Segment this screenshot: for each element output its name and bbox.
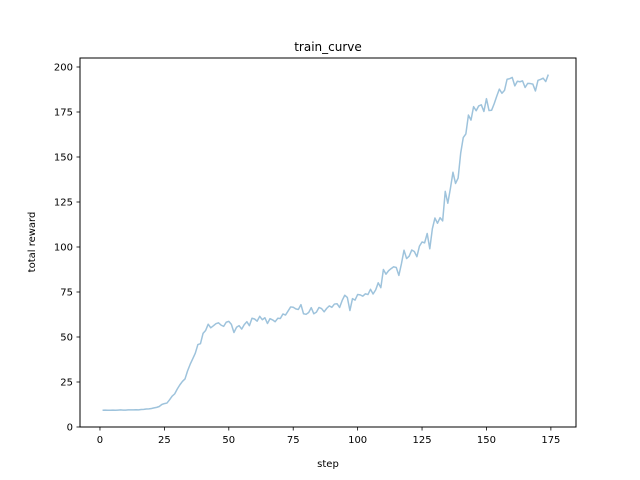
y-tick-label: 175	[54, 108, 73, 119]
x-tick-label: 25	[158, 435, 171, 446]
plot-area	[102, 74, 550, 412]
x-tick-label: 75	[287, 435, 300, 446]
y-tick-label: 25	[60, 378, 73, 389]
x-tick-label: 0	[97, 435, 103, 446]
y-axis: 0 25 50 75 100 125 150 175 200	[54, 63, 80, 434]
y-tick-label: 0	[67, 423, 73, 434]
x-tick-label: 50	[222, 435, 235, 446]
x-axis-label: step	[317, 459, 339, 470]
y-tick-label: 100	[54, 243, 73, 254]
x-axis: 0 25 50 75 100 125 150 175	[97, 427, 560, 446]
y-tick-label: 125	[54, 198, 73, 209]
x-tick-label: 175	[541, 435, 560, 446]
x-tick-label: 100	[348, 435, 367, 446]
y-axis-label: total reward	[27, 212, 38, 273]
chart-title: train_curve	[294, 40, 362, 54]
x-tick-label: 125	[412, 435, 431, 446]
x-tick-label: 150	[477, 435, 496, 446]
series-line-0	[102, 74, 550, 412]
y-tick-label: 200	[54, 63, 73, 74]
y-tick-label: 150	[54, 153, 73, 164]
y-tick-label: 75	[60, 288, 73, 299]
plot-frame	[79, 57, 577, 428]
y-tick-label: 50	[60, 333, 73, 344]
